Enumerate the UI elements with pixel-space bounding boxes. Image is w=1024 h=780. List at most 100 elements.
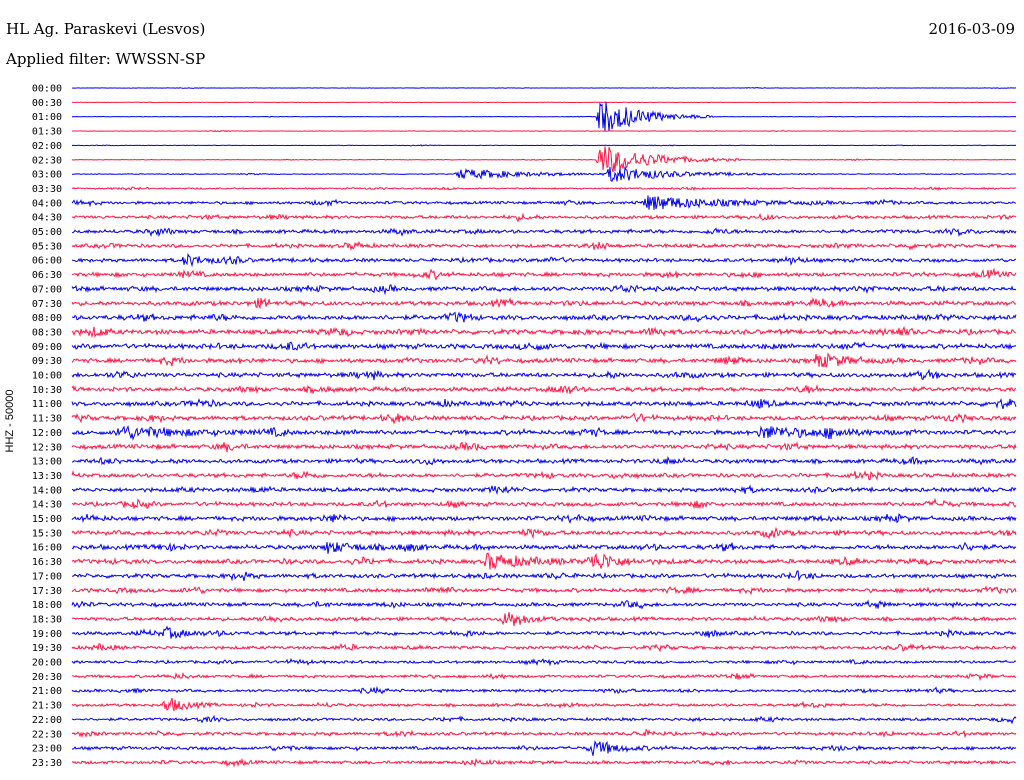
time-label: 13:30	[32, 471, 62, 482]
time-label: 05:30	[32, 241, 62, 252]
filter-label: Applied filter: WWSSN-SP	[6, 50, 206, 68]
time-label: 19:00	[32, 629, 62, 640]
trace-0130	[71, 129, 1017, 133]
time-label: 15:00	[32, 514, 62, 525]
trace-group	[71, 87, 1017, 768]
trace-2230	[71, 728, 1017, 739]
trace-2000	[71, 657, 1017, 667]
trace-1700	[71, 570, 1017, 582]
trace-1600	[71, 541, 1017, 554]
time-label: 22:00	[32, 715, 62, 726]
trace-1100	[71, 398, 1017, 409]
time-label: 21:30	[32, 701, 62, 712]
trace-1900	[71, 625, 1017, 639]
time-label: 00:00	[32, 84, 62, 95]
time-label: 18:30	[32, 614, 62, 625]
time-label: 17:30	[32, 586, 62, 597]
trace-0030	[71, 101, 1017, 104]
time-label: 12:30	[32, 442, 62, 453]
time-label: 02:00	[32, 141, 62, 152]
time-label: 14:00	[32, 485, 62, 496]
trace-0930	[71, 352, 1017, 368]
time-label: 09:00	[32, 342, 62, 353]
trace-0730	[71, 297, 1017, 310]
time-label: 22:30	[32, 729, 62, 740]
time-label: 08:00	[32, 313, 62, 324]
trace-1130	[71, 412, 1017, 425]
time-label: 08:30	[32, 327, 62, 338]
trace-1030	[71, 383, 1017, 395]
trace-1200	[71, 425, 1017, 441]
trace-1230	[71, 441, 1017, 453]
trace-2300	[71, 739, 1017, 756]
trace-2200	[71, 715, 1017, 725]
trace-0300	[71, 166, 1017, 183]
trace-1830	[71, 612, 1017, 627]
time-label: 15:30	[32, 528, 62, 539]
trace-2130	[71, 697, 1017, 712]
trace-0530	[71, 241, 1017, 251]
trace-0600	[71, 252, 1017, 268]
trace-1530	[71, 526, 1017, 540]
time-label: 10:30	[32, 385, 62, 396]
time-label: 18:00	[32, 600, 62, 611]
trace-0900	[71, 341, 1017, 351]
time-label: 12:00	[32, 428, 62, 439]
time-label: 21:00	[32, 686, 62, 697]
trace-1500	[71, 513, 1017, 524]
time-label: 00:30	[32, 98, 62, 109]
trace-0630	[71, 267, 1017, 281]
time-label: 07:30	[32, 299, 62, 310]
time-label: 14:30	[32, 500, 62, 511]
time-label-group: 00:00 00:30 01:00 01:30 02:00 02:30 03:00 03:30…	[32, 84, 62, 769]
trace-0830	[71, 326, 1017, 339]
time-label: 16:00	[32, 543, 62, 554]
trace-0800	[71, 311, 1017, 323]
time-label: 23:00	[32, 744, 62, 755]
station-title: HL Ag. Paraskevi (Lesvos)	[6, 20, 206, 38]
trace-0700	[71, 284, 1017, 296]
time-label: 16:30	[32, 557, 62, 568]
trace-1630	[71, 552, 1017, 570]
trace-0400	[71, 195, 1017, 210]
trace-0100	[71, 101, 1017, 132]
time-label: 06:30	[32, 270, 62, 281]
time-label: 01:30	[32, 127, 62, 138]
trace-0230	[71, 146, 1017, 173]
trace-1400	[71, 484, 1017, 496]
plot-date: 2016-03-09	[928, 20, 1015, 38]
time-label: 04:00	[32, 198, 62, 209]
time-label: 23:30	[32, 758, 62, 769]
time-label: 03:30	[32, 184, 62, 195]
time-label: 03:00	[32, 170, 62, 181]
trace-1430	[71, 497, 1017, 510]
time-label: 01:00	[32, 112, 62, 123]
trace-0430	[71, 212, 1017, 223]
trace-1300	[71, 455, 1017, 466]
trace-1930	[71, 642, 1017, 653]
time-label: 10:00	[32, 371, 62, 382]
trace-2030	[71, 671, 1017, 682]
trace-0000	[71, 87, 1017, 89]
time-label: 04:30	[32, 213, 62, 224]
time-label: 11:30	[32, 414, 62, 425]
trace-0330	[71, 186, 1017, 192]
time-label: 20:00	[32, 658, 62, 669]
time-label: 11:00	[32, 399, 62, 410]
trace-0500	[71, 227, 1017, 238]
trace-1330	[71, 469, 1017, 481]
time-label: 05:00	[32, 227, 62, 238]
trace-2330	[71, 757, 1017, 768]
trace-1730	[71, 585, 1017, 596]
time-label: 17:00	[32, 571, 62, 582]
trace-1800	[71, 599, 1017, 610]
time-label: 09:30	[32, 356, 62, 367]
time-label: 13:00	[32, 457, 62, 468]
time-label: 02:30	[32, 155, 62, 166]
time-label: 07:00	[32, 284, 62, 295]
time-label: 06:00	[32, 256, 62, 267]
trace-1000	[71, 368, 1017, 381]
trace-0200	[71, 144, 1017, 147]
trace-2100	[71, 685, 1017, 695]
